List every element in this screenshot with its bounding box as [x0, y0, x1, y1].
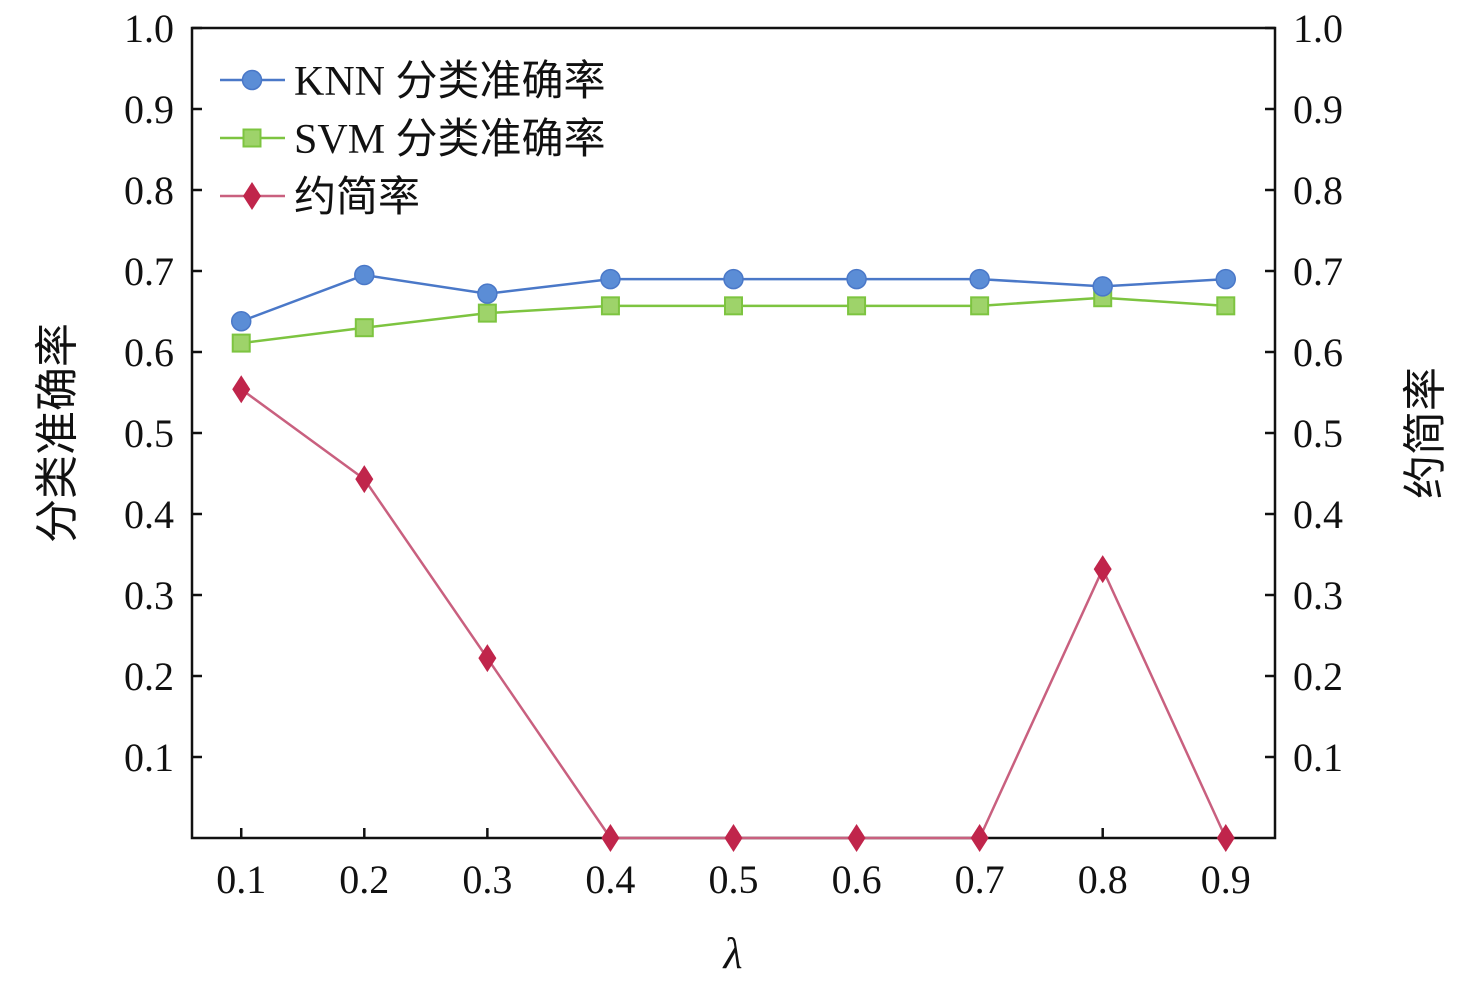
data-point — [230, 310, 252, 332]
series-diamond — [232, 375, 1235, 852]
y-tick-label-right: 0.8 — [1293, 168, 1343, 213]
y-tick-label-right: 0.3 — [1293, 573, 1343, 618]
legend-entry: 约简率 — [220, 174, 420, 221]
y-tick-label-right: 0.2 — [1293, 654, 1343, 699]
data-point — [477, 283, 498, 304]
x-tick-label: 0.5 — [709, 857, 759, 902]
data-point — [600, 268, 621, 290]
y-axis-label-left: 分类准确率 — [33, 323, 82, 543]
data-point — [724, 824, 743, 852]
x-tick-label: 0.2 — [339, 857, 389, 902]
data-point — [724, 296, 743, 316]
y-tick-label-left: 0.3 — [124, 573, 174, 618]
data-point — [600, 296, 620, 316]
y-tick-label-left: 0.5 — [124, 411, 174, 456]
legend-entry: KNN 分类准确率 — [220, 58, 606, 105]
data-point — [232, 375, 251, 404]
y-tick-label-left: 0.8 — [124, 168, 174, 213]
legend-label: KNN 分类准确率 — [294, 58, 606, 105]
data-point — [969, 268, 990, 290]
legend-label: 约简率 — [294, 174, 420, 221]
y-tick-label-left: 0.6 — [124, 330, 174, 375]
x-tick-label: 0.7 — [955, 857, 1005, 902]
legend-entry: SVM 分类准确率 — [220, 116, 606, 163]
data-point — [846, 268, 867, 290]
y-tick-label-left: 0.9 — [124, 87, 174, 132]
data-point — [847, 296, 867, 316]
y-tick-label-left: 0.4 — [124, 492, 174, 537]
data-point — [1216, 296, 1236, 316]
data-point — [723, 268, 744, 290]
y-tick-label-right: 1.0 — [1293, 6, 1343, 51]
x-axis-label: λ — [721, 929, 742, 978]
data-point — [478, 644, 497, 673]
data-point — [355, 465, 374, 494]
data-point — [970, 296, 990, 316]
data-point — [231, 333, 251, 353]
x-tick-label: 0.6 — [832, 857, 882, 902]
series-circle — [230, 264, 1237, 332]
legend-label: SVM 分类准确率 — [294, 116, 606, 163]
y-tick-label-right: 0.5 — [1293, 411, 1343, 456]
data-point — [1093, 555, 1112, 584]
y-tick-label-right: 0.9 — [1293, 87, 1343, 132]
y-tick-label-right: 0.6 — [1293, 330, 1343, 375]
data-point — [354, 318, 374, 338]
data-point — [354, 264, 375, 286]
data-point — [1092, 276, 1113, 297]
x-tick-label: 0.4 — [585, 857, 635, 902]
y-tick-label-right: 0.4 — [1293, 492, 1343, 537]
data-point — [601, 824, 620, 852]
x-tick-label: 0.8 — [1078, 857, 1128, 902]
y-tick-label-left: 1.0 — [124, 6, 174, 51]
data-point — [477, 303, 497, 323]
data-point — [970, 824, 989, 852]
y-tick-label-right: 0.7 — [1293, 249, 1343, 294]
legend-marker — [243, 182, 261, 210]
series-line — [240, 388, 1227, 840]
data-point — [847, 824, 866, 852]
y-tick-label-right: 0.1 — [1293, 735, 1343, 780]
data-point — [1215, 268, 1237, 290]
series-square — [231, 288, 1236, 353]
legend-marker — [241, 69, 263, 91]
y-tick-label-left: 0.1 — [124, 735, 174, 780]
x-tick-label: 0.9 — [1201, 857, 1251, 902]
x-tick-label: 0.3 — [462, 857, 512, 902]
y-axis-label-right: 约简率 — [1401, 367, 1450, 499]
legend-marker — [242, 128, 262, 148]
y-tick-label-left: 0.7 — [124, 249, 174, 294]
y-tick-label-left: 0.2 — [124, 654, 174, 699]
data-point — [1216, 824, 1235, 852]
x-tick-label: 0.1 — [216, 857, 266, 902]
